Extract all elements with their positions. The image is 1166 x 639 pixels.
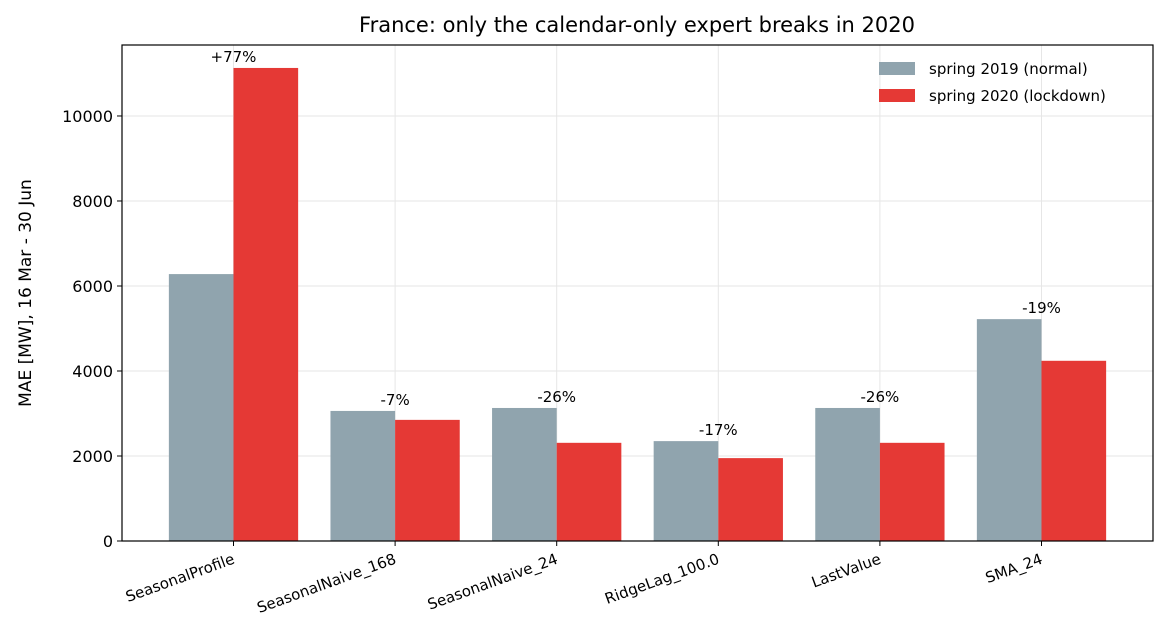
- bar: [1041, 360, 1107, 541]
- bar: [815, 407, 880, 541]
- legend-label: spring 2020 (lockdown): [929, 87, 1106, 105]
- bar: [168, 274, 234, 541]
- y-axis-label: MAE [MW], 16 Mar - 30 Jun: [16, 179, 36, 407]
- x-tick-label: LastValue: [809, 550, 883, 592]
- bar: [492, 407, 557, 541]
- x-tick-label: SeasonalNaive_168: [255, 550, 399, 618]
- x-tick-label: SeasonalProfile: [123, 550, 237, 606]
- x-tick-label: SMA_24: [983, 550, 1045, 588]
- legend-swatch: [879, 62, 915, 75]
- x-tick-label: RidgeLag_100.0: [602, 550, 722, 609]
- y-tick-label: 8000: [72, 192, 113, 211]
- bar-annotation: -26%: [537, 388, 576, 406]
- bar: [879, 442, 945, 541]
- y-tick-label: 10000: [62, 107, 113, 126]
- bar: [718, 458, 783, 541]
- bar-annotation: -19%: [1022, 299, 1061, 317]
- y-tick-label: 6000: [72, 277, 113, 296]
- y-tick-label: 4000: [72, 362, 113, 381]
- bar-annotation: -7%: [380, 391, 409, 409]
- bar: [976, 319, 1042, 541]
- bar: [330, 410, 396, 541]
- y-tick-label: 2000: [72, 447, 113, 466]
- y-tick-label: 0: [103, 532, 113, 551]
- chart-title: France: only the calendar-only expert br…: [359, 13, 915, 37]
- bar-annotation: -26%: [861, 388, 900, 406]
- legend-label: spring 2019 (normal): [929, 60, 1088, 78]
- bar-annotation: -17%: [699, 421, 738, 439]
- bar: [556, 442, 622, 541]
- plot-frame: [121, 44, 1154, 542]
- x-tick-label: SeasonalNaive_24: [425, 550, 560, 615]
- legend-swatch: [879, 89, 915, 102]
- bar: [233, 67, 299, 541]
- bar: [653, 441, 719, 541]
- bar-annotation: +77%: [211, 48, 257, 66]
- bar: [395, 419, 460, 541]
